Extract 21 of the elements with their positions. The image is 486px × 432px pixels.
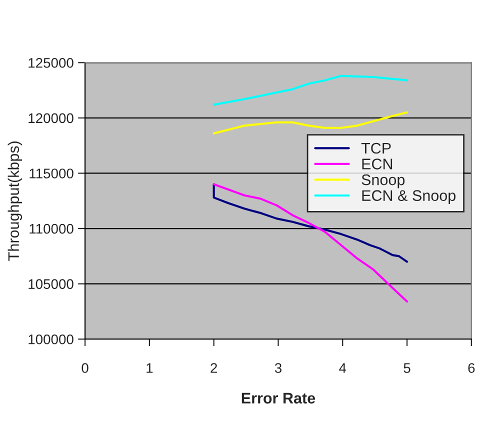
y-axis-title: Throughput(kbps) bbox=[8, 142, 22, 261]
x-axis-title: Error Rate bbox=[242, 392, 316, 404]
x-tick-label: 5 bbox=[404, 363, 410, 373]
y-tick-label: 110000 bbox=[30, 224, 74, 234]
y-tick-label: 115000 bbox=[30, 168, 74, 178]
line-series bbox=[212, 111, 408, 134]
x-tick-label: 6 bbox=[468, 363, 475, 373]
legend-label: TCP bbox=[361, 142, 391, 154]
line-series bbox=[212, 74, 408, 106]
y-tick-label: 125000 bbox=[28, 58, 74, 68]
legend-label: ECN & Snoop bbox=[362, 190, 456, 204]
x-tick-label: 3 bbox=[274, 363, 282, 373]
y-tick-label: 100000 bbox=[28, 334, 74, 344]
x-tick-label: 1 bbox=[146, 363, 153, 373]
y-tick-label: 105000 bbox=[28, 279, 74, 289]
y-tick-label: 120000 bbox=[28, 113, 74, 124]
x-tick-label: 4 bbox=[339, 363, 346, 373]
legend-label: ECN bbox=[362, 158, 392, 170]
legend-label: Snoop bbox=[362, 174, 405, 188]
x-tick-label: 0 bbox=[82, 363, 88, 373]
x-tick-label: 2 bbox=[210, 363, 218, 373]
